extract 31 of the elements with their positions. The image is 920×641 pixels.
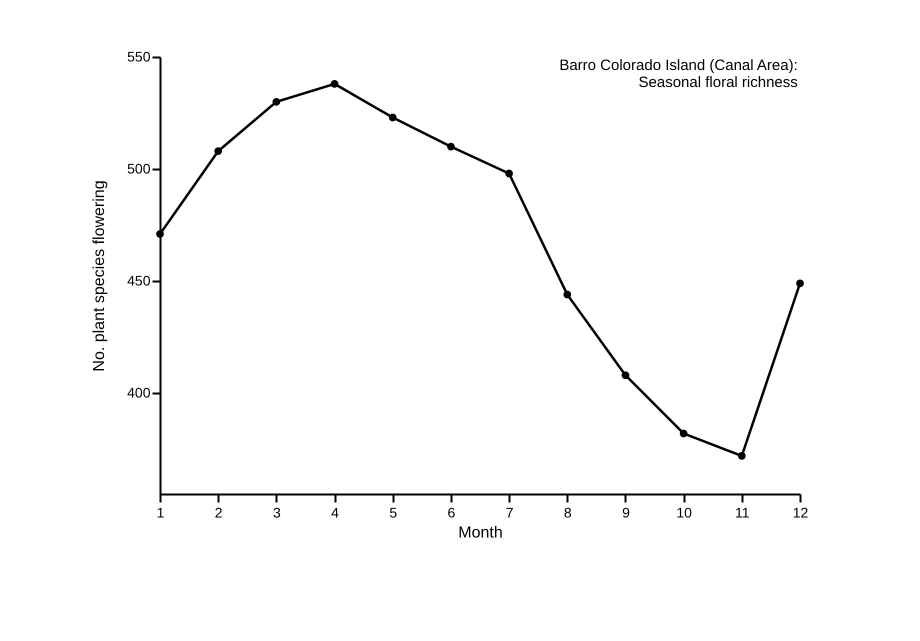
point (738, 452, 746, 460)
y-tick-label: 450 (127, 272, 151, 289)
y-tick-label: 550 (127, 48, 151, 64)
x-tick-label: 9 (622, 504, 630, 520)
point (214, 147, 222, 155)
point (447, 142, 455, 151)
point (272, 98, 280, 106)
x-tick-label: 3 (272, 504, 281, 520)
x-tick-label: 4 (331, 504, 340, 520)
x-tick-label: 6 (448, 504, 456, 520)
x-tick-label: 5 (389, 504, 398, 520)
point (680, 430, 688, 438)
point (622, 371, 630, 380)
x-tick-label: 8 (564, 504, 572, 520)
point (563, 290, 572, 298)
x-tick-label: 11 (735, 504, 750, 520)
x-tick-label: 7 (506, 504, 514, 520)
y-tick-label: 400 (127, 384, 151, 401)
point (388, 114, 397, 122)
y-tick-label: 500 (127, 160, 151, 177)
x-tick-label: 10 (676, 504, 692, 520)
x-tick-label: 1 (156, 504, 165, 520)
point (505, 170, 513, 178)
point (330, 80, 338, 88)
point (156, 230, 164, 238)
x-axis-title: Month (458, 524, 503, 542)
text: Barro Colorado Island (Canal Area): Seasonal floral richness (559, 57, 798, 91)
point (796, 279, 804, 288)
y-axis-title: No. plant species flowering (91, 180, 108, 372)
x-tick-label: 2 (214, 504, 223, 520)
x-tick-label: 12 (792, 504, 808, 520)
